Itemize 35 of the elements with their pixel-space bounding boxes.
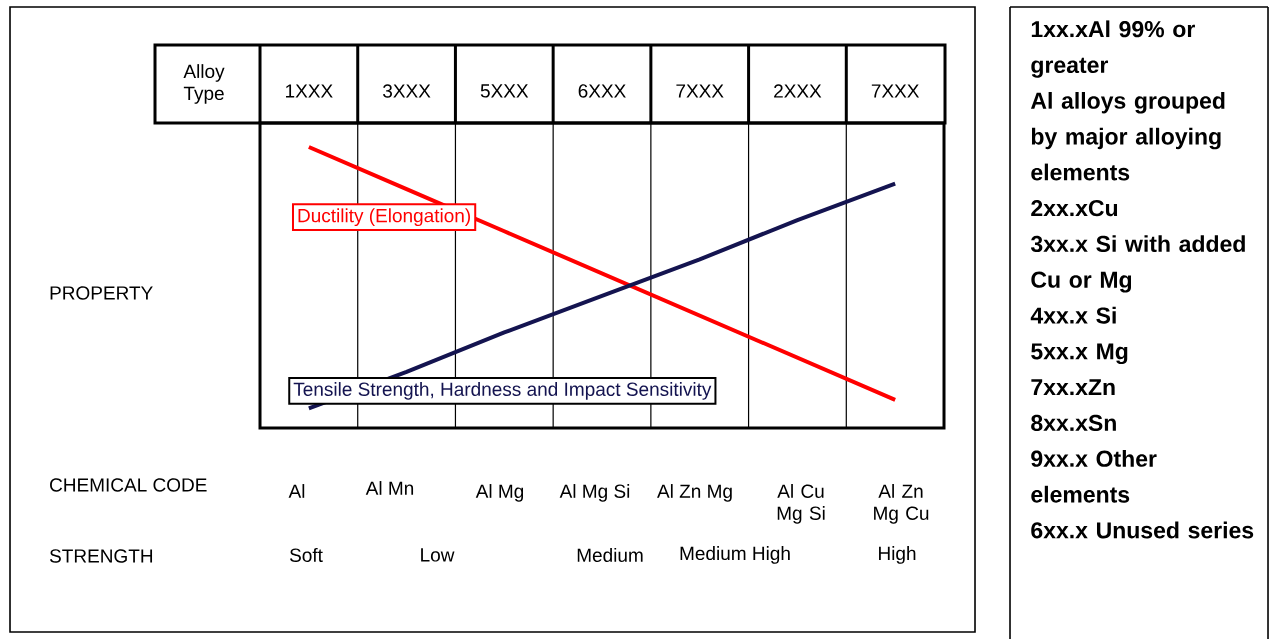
text: CHEMICAL CODE xyxy=(50,478,207,492)
text: PROPERTY xyxy=(50,286,153,300)
text: Soft xyxy=(289,548,323,563)
x-tick-label: 7XXX xyxy=(676,84,724,98)
text: Al Mn xyxy=(365,481,414,495)
text: 1xx.xAl 99% or greater xyxy=(1031,20,1195,78)
x-tick-label: 2XXX xyxy=(774,84,822,98)
text: 5xx.x Mg xyxy=(1031,343,1128,365)
series-label: Tensile Strength, Hardness and Impact Sensitivity xyxy=(293,382,712,400)
text: 6xx.x Unused series xyxy=(1031,521,1254,539)
text: High xyxy=(879,546,916,564)
text: Al Zn Mg Cu xyxy=(874,484,929,524)
text: STRENGTH xyxy=(49,549,153,563)
text: Al alloys grouped by major alloying elements xyxy=(1030,92,1225,181)
text: 9xx.x Other elements xyxy=(1031,450,1157,503)
text: 8xx.xSn xyxy=(1031,414,1116,432)
x-tick-label: 5XXX xyxy=(480,84,529,98)
text: Medium High xyxy=(680,546,790,564)
text: Medium xyxy=(577,548,643,563)
x-tick-label: 3XXX xyxy=(383,84,431,98)
x-tick-label: 1XXX xyxy=(286,84,333,98)
x-tick-label: 6XXX xyxy=(578,84,626,98)
text: Al Zn Mg xyxy=(657,484,732,502)
x-axis-title: Alloy Type xyxy=(183,64,225,104)
text: 2xx.xCu xyxy=(1031,200,1118,217)
text: 3xx.x Si with added Cu or Mg xyxy=(1030,235,1245,293)
text: Al Cu Mg Si xyxy=(777,484,825,524)
text: 7xx.xZn xyxy=(1031,379,1115,396)
series-label: Ductility (Elongation) xyxy=(298,208,470,227)
text: Low xyxy=(421,548,455,562)
text: Al Mg Si xyxy=(559,484,630,502)
x-tick-label: 7XXX xyxy=(871,84,920,98)
text: 4xx.x Si xyxy=(1030,306,1116,324)
text: Al Mg xyxy=(475,484,524,502)
text: Al xyxy=(288,484,305,498)
